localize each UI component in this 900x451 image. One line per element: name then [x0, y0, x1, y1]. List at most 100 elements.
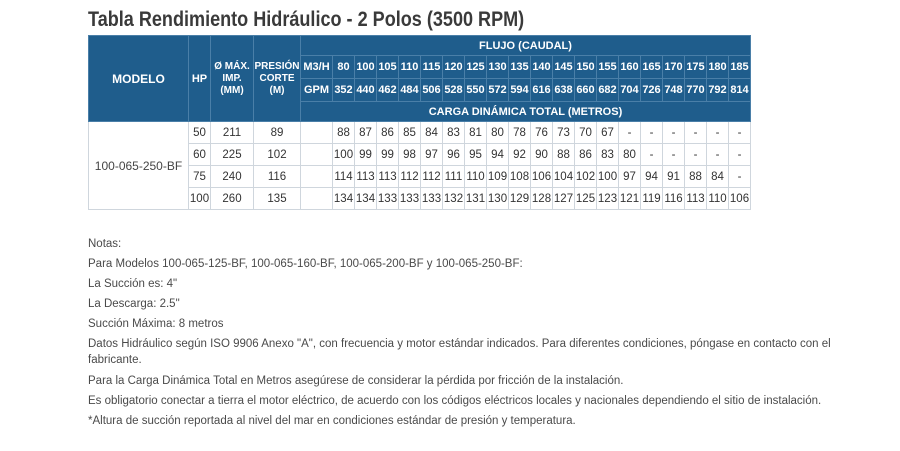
m3h-value: 175: [684, 55, 707, 79]
m3h-value: 140: [530, 55, 553, 79]
head-value-cell: 99: [354, 143, 377, 166]
head-value-cell: 121: [618, 187, 641, 210]
head-value-cell: 102: [574, 165, 597, 188]
head-value-cell: 90: [530, 143, 553, 166]
head-value-cell: 106: [728, 187, 751, 210]
head-value-cell: 84: [706, 165, 729, 188]
gpm-value: 484: [398, 78, 421, 102]
note-altitude: *Altura de succión reportada al nivel de…: [88, 415, 576, 427]
gpm-value: 660: [574, 78, 597, 102]
m3h-value: 125: [464, 55, 487, 79]
head-value-cell: 78: [508, 121, 531, 144]
head-value-cell: -: [706, 121, 729, 144]
head-value-cell: 76: [530, 121, 553, 144]
performance-table: MODELO HP Ø MÁX. IMP. (MM) PRESIÓN CORTE…: [88, 35, 751, 210]
head-value-cell: 116: [662, 187, 685, 210]
head-value-cell: 88: [332, 121, 355, 144]
gpm-value: 528: [442, 78, 465, 102]
m3h-value: 130: [486, 55, 509, 79]
note-discharge: La Descarga: 2.5": [88, 298, 180, 310]
gpm-value: 704: [618, 78, 641, 102]
hp-cell: 60: [188, 143, 211, 166]
head-value-cell: 113: [376, 165, 399, 188]
notes-heading: Notas:: [88, 238, 122, 250]
head-value-cell: 134: [354, 187, 377, 210]
empty-cell: [300, 143, 333, 166]
head-value-cell: -: [684, 121, 707, 144]
head-value-cell: 86: [574, 143, 597, 166]
gpm-value: 814: [728, 78, 751, 102]
head-value-cell: 128: [530, 187, 553, 210]
head-value-cell: 129: [508, 187, 531, 210]
head-value-cell: -: [618, 121, 641, 144]
header-diametro-line3: (MM): [220, 84, 244, 96]
head-value-cell: 112: [420, 165, 443, 188]
gpm-value: 792: [706, 78, 729, 102]
gpm-value: 682: [596, 78, 619, 102]
header-presion: PRESIÓN CORTE (M): [253, 35, 301, 122]
m3h-value: 105: [376, 55, 399, 79]
pressure-cell: 102: [253, 143, 301, 166]
head-value-cell: -: [662, 143, 685, 166]
head-value-cell: 131: [464, 187, 487, 210]
head-value-cell: -: [640, 143, 663, 166]
head-value-cell: 84: [420, 121, 443, 144]
m3h-value: 185: [728, 55, 751, 79]
head-value-cell: 80: [486, 121, 509, 144]
head-value-cell: 130: [486, 187, 509, 210]
diameter-cell: 225: [210, 143, 254, 166]
gpm-value: 726: [640, 78, 663, 102]
pressure-cell: 135: [253, 187, 301, 210]
head-value-cell: 94: [640, 165, 663, 188]
hp-cell: 50: [188, 121, 211, 144]
m3h-value: 180: [706, 55, 729, 79]
header-diametro-line1: Ø MÁX.: [214, 60, 250, 72]
gpm-value: 594: [508, 78, 531, 102]
gpm-value: 506: [420, 78, 443, 102]
m3h-value: 80: [332, 55, 355, 79]
gpm-row: GPM 352 440 462 484 506 528 550 572 594 616 638 660…: [89, 78, 751, 102]
head-value-cell: 98: [398, 143, 421, 166]
head-value-cell: 70: [574, 121, 597, 144]
header-diametro: Ø MÁX. IMP. (MM): [210, 35, 254, 122]
head-value-cell: 123: [596, 187, 619, 210]
empty-cell: [300, 121, 333, 144]
note-grounding: Es obligatorio conectar a tierra el moto…: [88, 395, 822, 407]
gpm-value: 550: [464, 78, 487, 102]
head-value-cell: 92: [508, 143, 531, 166]
header-hp: HP: [188, 35, 211, 122]
head-value-cell: 97: [618, 165, 641, 188]
diameter-cell: 260: [210, 187, 254, 210]
hp-cell: 100: [188, 187, 211, 210]
gpm-value: 638: [552, 78, 575, 102]
head-value-cell: 133: [420, 187, 443, 210]
head-value-cell: 83: [442, 121, 465, 144]
head-value-cell: 132: [442, 187, 465, 210]
gpm-value: 440: [354, 78, 377, 102]
head-value-cell: 94: [486, 143, 509, 166]
head-value-cell: -: [684, 143, 707, 166]
header-flujo: FLUJO (CAUDAL): [300, 35, 751, 56]
m3h-value: 120: [442, 55, 465, 79]
gpm-value: 748: [662, 78, 685, 102]
head-value-cell: -: [728, 165, 751, 188]
m3h-label: M3/H: [300, 55, 333, 79]
gpm-label: GPM: [300, 78, 333, 102]
gpm-value: 352: [332, 78, 355, 102]
head-value-cell: 67: [596, 121, 619, 144]
gpm-value: 616: [530, 78, 553, 102]
head-value-cell: 106: [530, 165, 553, 188]
head-value-cell: 100: [596, 165, 619, 188]
table-row: 100 260 135 134 134 133 133 133 132 131 130 129 128 1…: [89, 187, 751, 210]
head-value-cell: 95: [464, 143, 487, 166]
head-value-cell: -: [728, 143, 751, 166]
m3h-value: 170: [662, 55, 685, 79]
head-value-cell: 100: [332, 143, 355, 166]
head-value-cell: 96: [442, 143, 465, 166]
head-value-cell: 109: [486, 165, 509, 188]
head-value-cell: 85: [398, 121, 421, 144]
head-value-cell: -: [706, 143, 729, 166]
head-value-cell: 97: [420, 143, 443, 166]
m3h-value: 150: [574, 55, 597, 79]
